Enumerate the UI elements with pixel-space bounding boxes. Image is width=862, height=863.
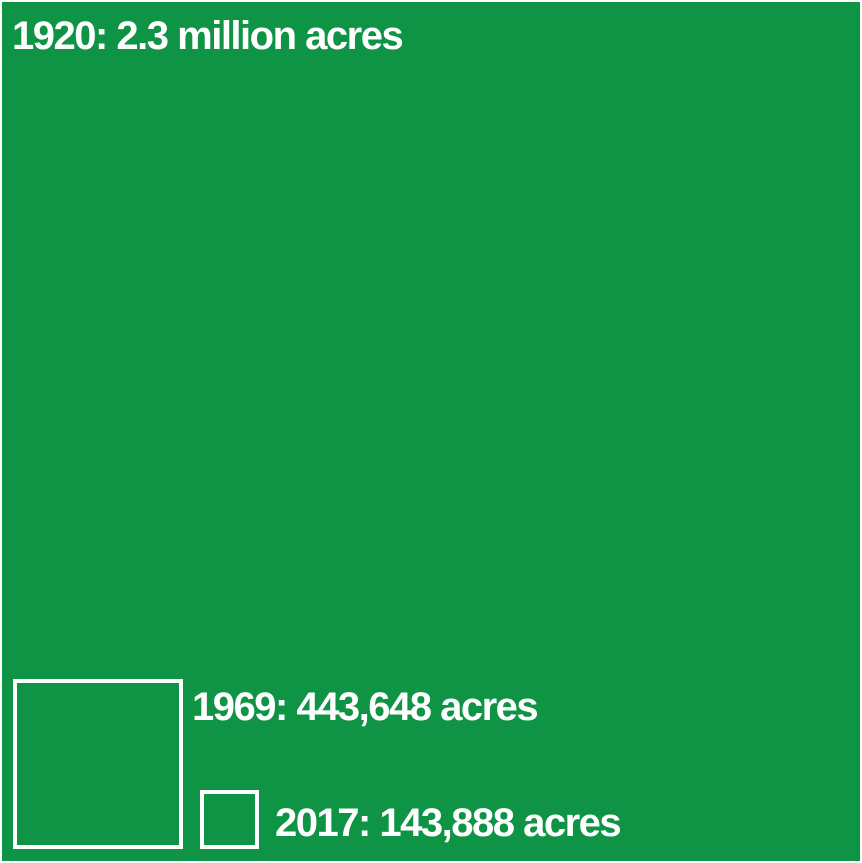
label-1920: 1920: 2.3 million acres (12, 14, 404, 58)
square-2017 (200, 790, 259, 849)
label-1969: 1969: 443,648 acres (192, 685, 539, 729)
label-2017: 2017: 143,888 acres (275, 801, 622, 845)
square-1969 (13, 679, 183, 849)
